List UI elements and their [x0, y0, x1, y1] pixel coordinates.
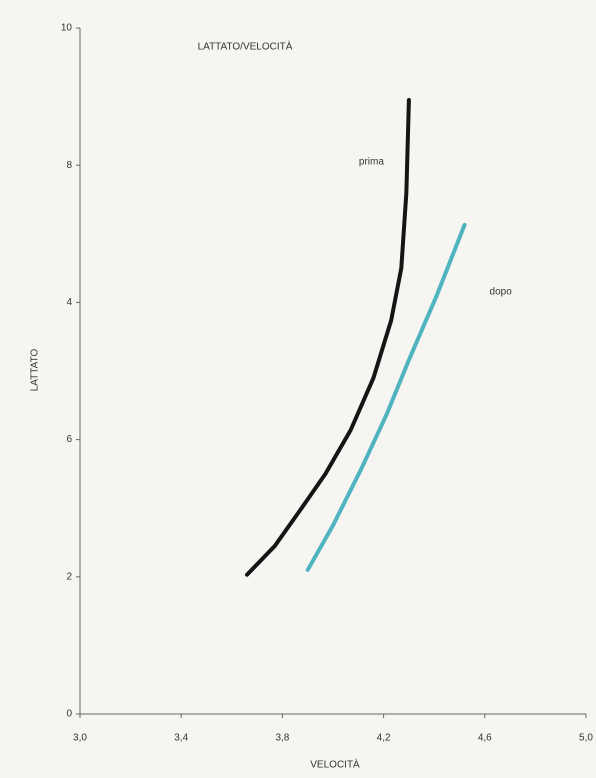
line: [244, 98, 411, 577]
x-tick-label: 4,6: [478, 733, 492, 744]
y-tick-label: 8: [66, 160, 72, 171]
chart-title: LATTATO/VELOCITÀ: [198, 40, 293, 53]
y-tick-label: 6: [66, 434, 72, 445]
x-tick-label: 3,0: [73, 733, 87, 744]
y-tick-label: 2: [66, 571, 72, 582]
y-tick-label: 10: [61, 23, 73, 34]
series-label: prima: [359, 157, 384, 168]
x-tick-label: 4,2: [377, 733, 391, 744]
x-axis-label: VELOCITÀ: [310, 758, 360, 771]
series-label: dopo: [490, 287, 513, 298]
y-tick-label: 4: [66, 297, 72, 308]
y-axis-label: LATTATO: [30, 348, 41, 391]
y-tick-label: 0: [66, 709, 72, 720]
x-tick-label: 3,8: [275, 733, 289, 744]
x-tick-label: 5,0: [579, 733, 593, 744]
line: [305, 222, 467, 572]
x-tick-label: 3,4: [174, 733, 188, 744]
